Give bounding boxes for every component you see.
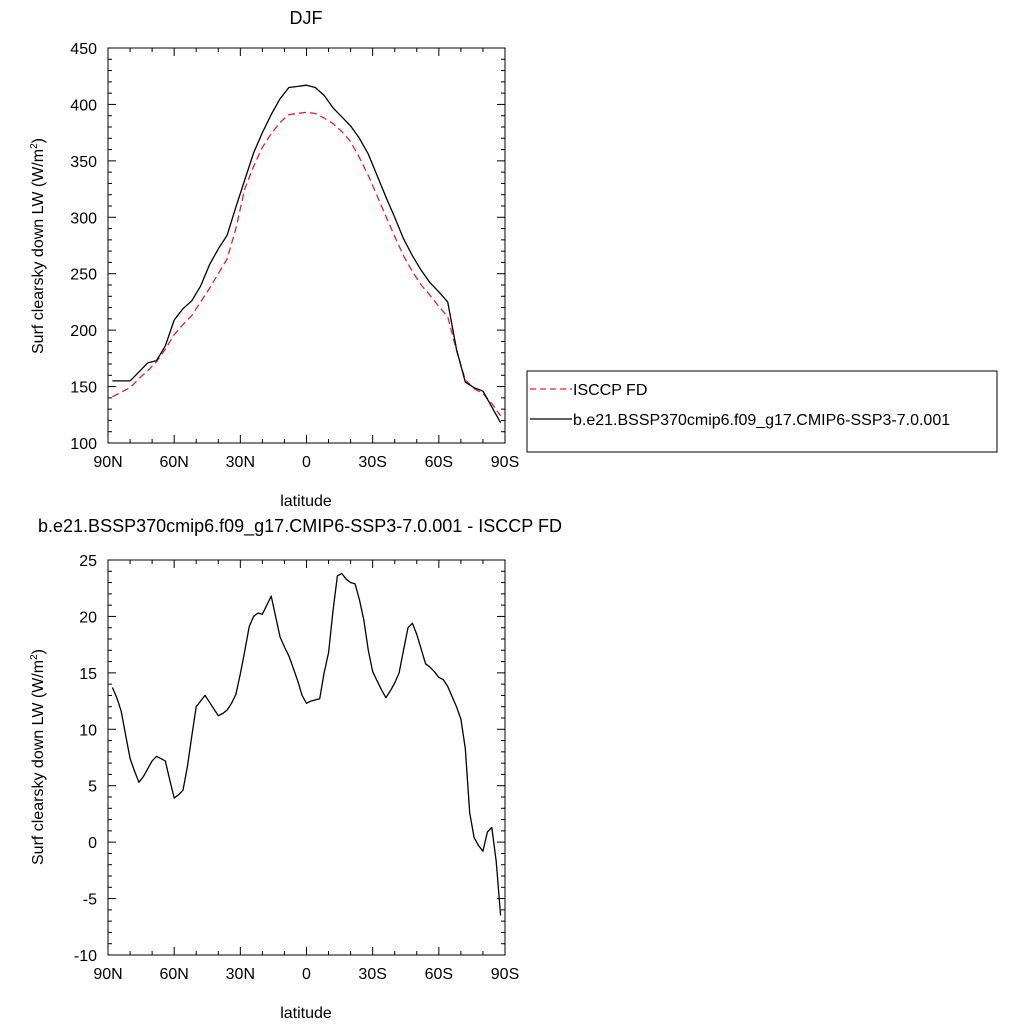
y-tick-label: -5 bbox=[83, 892, 97, 909]
data-lines bbox=[112, 84, 502, 424]
plot-frame bbox=[107, 47, 506, 444]
chart-title: b.e21.BSSP370cmip6.f09_g17.CMIP6-SSP3-7.… bbox=[38, 516, 562, 537]
y-axis-label-close: ) bbox=[30, 649, 47, 654]
y-tick-label: 100 bbox=[70, 436, 97, 453]
y-tick-label: 400 bbox=[70, 97, 97, 114]
x-tick-label: 60S bbox=[425, 454, 453, 471]
x-tick-label: 30S bbox=[358, 966, 386, 983]
plot-frame bbox=[107, 559, 506, 956]
series-line-difference bbox=[111, 572, 502, 916]
chart-title: DJF bbox=[290, 8, 323, 28]
y-tick-label: -10 bbox=[74, 948, 97, 965]
series-line-isccp-fd bbox=[112, 111, 502, 417]
y-tick-label: 150 bbox=[70, 380, 97, 397]
x-tick-label: 60N bbox=[159, 966, 188, 983]
y-tick-label: 350 bbox=[70, 154, 97, 171]
x-tick-labels: 90N 60N 30N 0 30S 60S 90S bbox=[93, 966, 519, 983]
y-tick-label: 20 bbox=[79, 609, 97, 626]
x-tick-label: 90N bbox=[93, 454, 122, 471]
y-axis-label-close: ) bbox=[30, 138, 47, 143]
top-panel: DJF 90N 60N 30N 0 30S 60S 90S 100 150 200 250 300 3… bbox=[29, 8, 998, 510]
x-tick-label: 30S bbox=[358, 454, 386, 471]
y-axis-label: Surf clearsky down LW (W/m2) bbox=[29, 649, 47, 865]
y-axis-label: Surf clearsky down LW (W/m2) bbox=[29, 138, 47, 354]
legend-box bbox=[526, 370, 998, 453]
y-axis-label-text: Surf clearsky down LW (W/m bbox=[30, 149, 47, 354]
legend-label-model: b.e21.BSSP370cmip6.f09_g17.CMIP6-SSP3-7.… bbox=[573, 412, 950, 429]
bottom-panel: b.e21.BSSP370cmip6.f09_g17.CMIP6-SSP3-7.… bbox=[29, 516, 562, 1022]
y-tick-label: 15 bbox=[79, 666, 97, 683]
y-axis-label-text: Surf clearsky down LW (W/m bbox=[30, 660, 47, 865]
x-tick-labels: 90N 60N 30N 0 30S 60S 90S bbox=[93, 454, 519, 471]
y-tick-labels: 100 150 200 250 300 350 400 450 bbox=[70, 41, 97, 453]
x-tick-label: 0 bbox=[302, 454, 311, 471]
y-tick-label: 25 bbox=[79, 553, 97, 570]
y-tick-label: 200 bbox=[70, 323, 97, 340]
y-tick-label: 250 bbox=[70, 267, 97, 284]
x-tick-label: 60N bbox=[159, 454, 188, 471]
x-tick-label: 90N bbox=[93, 966, 122, 983]
x-axis-label: latitude bbox=[280, 1005, 332, 1022]
y-tick-label: 450 bbox=[70, 41, 97, 58]
x-tick-label: 90S bbox=[491, 966, 519, 983]
x-axis-label: latitude bbox=[280, 493, 332, 510]
y-tick-labels: -10 -5 0 5 10 15 20 25 bbox=[74, 553, 97, 965]
legend: ISCCP FD b.e21.BSSP370cmip6.f09_g17.CMIP… bbox=[526, 370, 998, 453]
y-tick-label: 5 bbox=[88, 779, 97, 796]
legend-label-isccp: ISCCP FD bbox=[573, 382, 647, 399]
x-tick-label: 0 bbox=[302, 966, 311, 983]
series-line-model bbox=[112, 84, 502, 424]
y-axis-label-superscript: 2 bbox=[29, 654, 40, 660]
x-tick-label: 30N bbox=[226, 966, 255, 983]
y-tick-label: 10 bbox=[79, 722, 97, 739]
y-tick-label: 0 bbox=[88, 835, 97, 852]
y-tick-label: 300 bbox=[70, 210, 97, 227]
x-tick-label: 90S bbox=[491, 454, 519, 471]
data-lines bbox=[111, 572, 502, 916]
x-tick-label: 60S bbox=[425, 966, 453, 983]
axis-ticks bbox=[107, 559, 506, 956]
x-tick-label: 30N bbox=[226, 454, 255, 471]
axis-ticks bbox=[107, 47, 506, 444]
y-axis-label-superscript: 2 bbox=[29, 143, 40, 149]
